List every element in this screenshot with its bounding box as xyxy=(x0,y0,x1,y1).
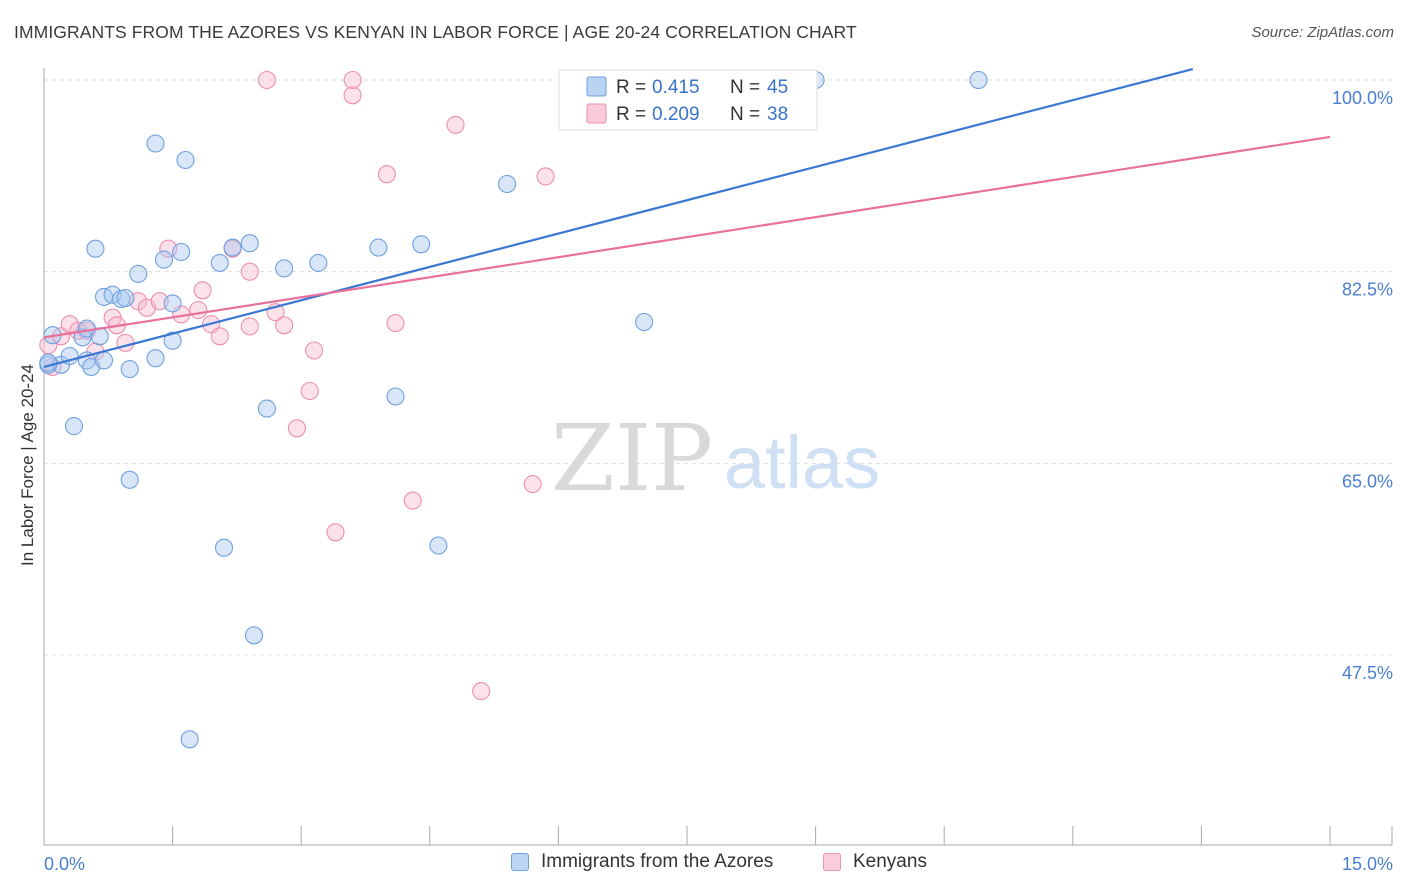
x-tick-label-0: 0.0% xyxy=(44,854,85,874)
y-tick-label-3: 100.0% xyxy=(1332,88,1393,108)
azores-point-22 xyxy=(163,331,182,350)
kenyans-points xyxy=(39,70,555,701)
azores-point-35 xyxy=(386,387,405,406)
azores-point-29 xyxy=(240,234,259,253)
kenyans-point-18 xyxy=(210,327,229,346)
legend-swatch-azores xyxy=(511,853,529,871)
azores-point-37 xyxy=(429,536,448,555)
legend-r-value-blue: 0.415 xyxy=(652,77,700,98)
watermark-zip: ZIP xyxy=(551,405,713,512)
azores-points xyxy=(39,70,988,749)
kenyans-point-30 xyxy=(343,70,362,90)
grid-layer xyxy=(44,79,1392,656)
chart-title: IMMIGRANTS FROM THE AZORES VS KENYAN IN … xyxy=(14,22,857,42)
kenyans-point-9 xyxy=(116,333,135,352)
azores-point-31 xyxy=(257,399,276,418)
azores-point-38 xyxy=(497,174,517,194)
kenyans-point-15 xyxy=(189,300,208,320)
legend-r-label-blue: R = xyxy=(616,77,646,98)
azores-point-16 xyxy=(120,360,139,379)
kenyans-point-16 xyxy=(193,281,212,300)
watermark-atlas: atlas xyxy=(724,421,880,504)
trend-lines xyxy=(43,67,1331,369)
kenyans-point-22 xyxy=(257,70,276,90)
kenyans-point-36 xyxy=(523,475,542,494)
kenyans-point-35 xyxy=(472,682,491,701)
azores-point-20 xyxy=(154,250,174,269)
azores-point-23 xyxy=(172,242,191,262)
azores-point-44 xyxy=(120,470,139,489)
azores-point-26 xyxy=(210,253,229,272)
legend-n-value-blue: 45 xyxy=(767,77,788,98)
azores-point-30 xyxy=(244,626,264,645)
y-tick-label-0: 47.5% xyxy=(1342,663,1393,683)
azores-point-11 xyxy=(94,351,114,370)
legend-n-label-blue: N = xyxy=(730,77,760,98)
azores-point-36 xyxy=(412,235,431,254)
legend-swatch-kenyans xyxy=(823,853,841,871)
legend-item-kenyans: Kenyans xyxy=(823,851,927,873)
legend-label-kenyans: Kenyans xyxy=(853,851,927,872)
azores-trend-line xyxy=(43,67,1194,369)
azores-point-28 xyxy=(223,238,242,257)
kenyans-point-24 xyxy=(275,316,294,335)
axes-layer xyxy=(43,68,1393,846)
kenyans-point-29 xyxy=(343,86,362,105)
legend-n-value-pink: 38 xyxy=(767,104,788,125)
legend-swatch-pink xyxy=(586,103,607,124)
watermark: ZIP atlas xyxy=(551,405,880,512)
azores-point-27 xyxy=(214,538,234,557)
legend-swatch-blue xyxy=(586,76,607,97)
kenyans-point-28 xyxy=(326,523,345,542)
azores-point-32 xyxy=(275,259,294,278)
series-legend: Immigrants from the Azores Kenyans xyxy=(0,851,1406,879)
legend-r-value-pink: 0.209 xyxy=(652,104,700,125)
kenyans-point-21 xyxy=(240,262,259,281)
azores-point-21 xyxy=(163,294,182,313)
azores-point-43 xyxy=(39,353,58,372)
kenyans-point-31 xyxy=(377,165,396,184)
legend-item-azores: Immigrants from the Azores xyxy=(511,851,773,873)
azores-point-9 xyxy=(86,239,105,258)
azores-point-25 xyxy=(180,730,199,749)
y-tick-label-2: 82.5% xyxy=(1342,280,1393,300)
azores-point-19 xyxy=(146,134,165,153)
x-tick-label-1: 15.0% xyxy=(1342,854,1393,874)
legend-label-azores: Immigrants from the Azores xyxy=(541,851,774,872)
azores-point-24 xyxy=(176,150,195,170)
legend-n-label-pink: N = xyxy=(730,104,760,125)
kenyans-point-27 xyxy=(305,341,324,360)
kenyans-point-25 xyxy=(287,419,306,438)
source-label: Source: ZipAtlas.com xyxy=(1251,24,1394,41)
kenyans-point-32 xyxy=(386,314,405,333)
kenyans-point-33 xyxy=(403,491,422,510)
legend-r-label-pink: R = xyxy=(616,104,646,125)
azores-point-42 xyxy=(969,70,988,90)
azores-point-18 xyxy=(146,349,165,368)
azores-point-34 xyxy=(369,238,388,257)
kenyans-point-37 xyxy=(536,167,555,186)
azores-point-4 xyxy=(64,417,84,436)
stats-legend: R = 0.415 N = 45 R = 0.209 N = 38 xyxy=(558,69,818,131)
tick-labels: 47.5% 65.0% 82.5% 100.0% 0.0% 15.0% xyxy=(44,88,1393,874)
azores-point-33 xyxy=(309,253,328,272)
azores-point-15 xyxy=(116,288,135,308)
kenyans-trend-line xyxy=(43,135,1331,339)
azores-point-39 xyxy=(635,312,654,332)
y-tick-label-1: 65.0% xyxy=(1342,471,1393,491)
kenyans-point-26 xyxy=(300,381,319,401)
kenyans-point-34 xyxy=(446,115,465,134)
azores-point-17 xyxy=(129,264,148,283)
kenyans-point-20 xyxy=(240,317,259,336)
